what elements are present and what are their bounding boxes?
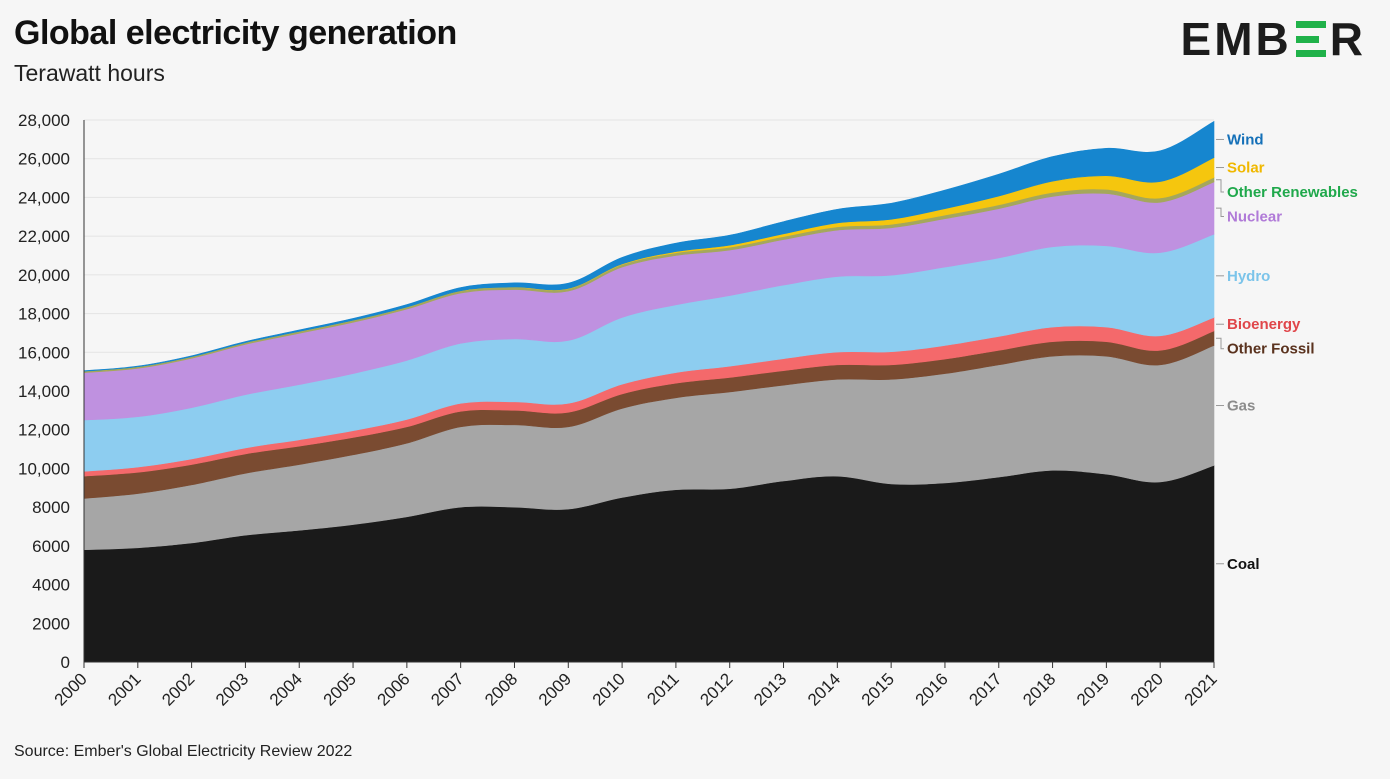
series-label-wind: Wind — [1227, 131, 1264, 148]
x-tick-label: 2013 — [750, 669, 790, 709]
x-tick-label: 2002 — [158, 669, 198, 709]
x-tick-label: 2019 — [1073, 669, 1113, 709]
y-tick-label: 4000 — [32, 576, 70, 595]
label-connector-other-renewables — [1216, 179, 1224, 193]
chart-subtitle: Terawatt hours — [14, 60, 165, 86]
y-tick-label: 20,000 — [18, 266, 70, 285]
x-tick-label: 2021 — [1181, 669, 1221, 709]
ember-logo: EMB R — [1181, 12, 1366, 66]
series-label-nuclear: Nuclear — [1227, 209, 1282, 226]
x-tick-label: 2000 — [51, 669, 91, 709]
chart-title: Global electricity generation — [14, 14, 457, 52]
logo-text-left: EMB — [1180, 13, 1292, 65]
x-tick-label: 2001 — [104, 669, 144, 709]
x-tick-label: 2010 — [589, 669, 629, 709]
x-tick-label: 2012 — [696, 669, 736, 709]
series-label-bioenergy: Bioenergy — [1227, 316, 1301, 333]
x-tick-label: 2007 — [427, 669, 467, 709]
x-tick-label: 2009 — [535, 669, 575, 709]
x-tick-label: 2020 — [1127, 669, 1167, 709]
y-tick-label: 0 — [61, 653, 70, 672]
series-label-gas: Gas — [1227, 398, 1255, 415]
y-tick-label: 2000 — [32, 614, 70, 633]
logo-e-mark-icon — [1295, 21, 1326, 57]
x-tick-label: 2016 — [912, 669, 952, 709]
y-tick-label: 8000 — [32, 498, 70, 517]
x-tick-label: 2018 — [1019, 669, 1059, 709]
x-tick-label: 2006 — [374, 669, 414, 709]
y-tick-label: 16,000 — [18, 343, 70, 362]
y-tick-label: 10,000 — [18, 459, 70, 478]
y-tick-label: 22,000 — [18, 227, 70, 246]
source-note: Source: Ember's Global Electricity Revie… — [14, 743, 353, 760]
x-tick-label: 2011 — [643, 669, 682, 708]
x-tick-label: 2003 — [212, 669, 252, 709]
x-tick-label: 2005 — [320, 669, 360, 709]
series-label-other-fossil: Other Fossil — [1227, 341, 1315, 358]
series-label-coal: Coal — [1227, 556, 1260, 573]
series-label-hydro: Hydro — [1227, 268, 1270, 285]
y-tick-label: 18,000 — [18, 305, 70, 324]
y-tick-label: 6000 — [32, 537, 70, 556]
logo-text-right: R — [1329, 13, 1366, 65]
y-tick-label: 24,000 — [18, 188, 70, 207]
label-connector-other-fossil — [1216, 337, 1224, 350]
x-tick-label: 2008 — [481, 669, 521, 709]
series-label-other-renewables: Other Renewables — [1227, 184, 1358, 201]
series-label-solar: Solar — [1227, 160, 1265, 177]
y-tick-label: 26,000 — [18, 150, 70, 169]
x-tick-label: 2017 — [965, 669, 1005, 709]
x-tick-label: 2014 — [804, 669, 844, 709]
y-tick-label: 28,000 — [18, 111, 70, 130]
x-tick-label: 2015 — [858, 669, 898, 709]
x-tick-label: 2004 — [266, 669, 306, 709]
y-tick-label: 14,000 — [18, 382, 70, 401]
label-connector-nuclear — [1216, 207, 1224, 218]
y-tick-label: 12,000 — [18, 421, 70, 440]
area-wind — [83, 120, 1215, 372]
